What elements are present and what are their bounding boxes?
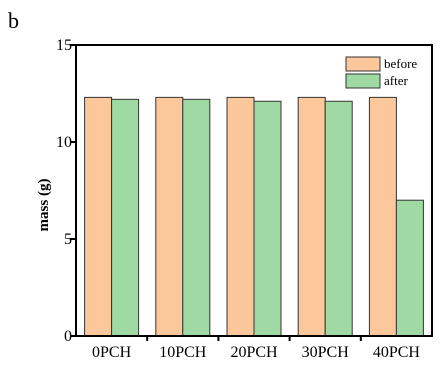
bar-before-20PCH [226,96,255,337]
axes-layer: 0PCH 10PCH 20PCH 30PCH 40PCH 0 5 10 15 [56,37,433,361]
bar-before-0PCH [84,96,113,337]
bar-before-30PCH [297,96,326,337]
y-axis-title: mass (g) [36,179,52,232]
x-tick-label: 10PCH [159,344,207,361]
x-tick-label: 20PCH [230,344,278,361]
bar-after-10PCH [182,98,211,337]
x-tick-label: 30PCH [302,344,350,361]
legend-label-before: before [384,56,417,71]
bar-after-40PCH [395,199,424,337]
bar-after-0PCH [111,98,140,337]
panel-label: b [8,8,19,33]
bar-before-40PCH [368,96,397,337]
bars-layer [84,96,424,337]
x-tick-label: 0PCH [92,344,132,361]
legend-swatch-after [345,73,381,89]
bar-after-30PCH [324,100,353,337]
y-tick-label: 10 [56,134,72,151]
y-tick-label: 0 [64,328,72,345]
legend-label-after: after [384,73,408,88]
bar-before-10PCH [155,96,184,337]
plot-frame [75,44,433,337]
legend-swatch-before [345,56,381,72]
x-tick-label: 40PCH [373,344,421,361]
y-tick-label: 15 [56,37,72,54]
bar-after-20PCH [253,100,282,337]
legend: before after [345,56,417,89]
y-tick-label: 5 [64,231,72,248]
